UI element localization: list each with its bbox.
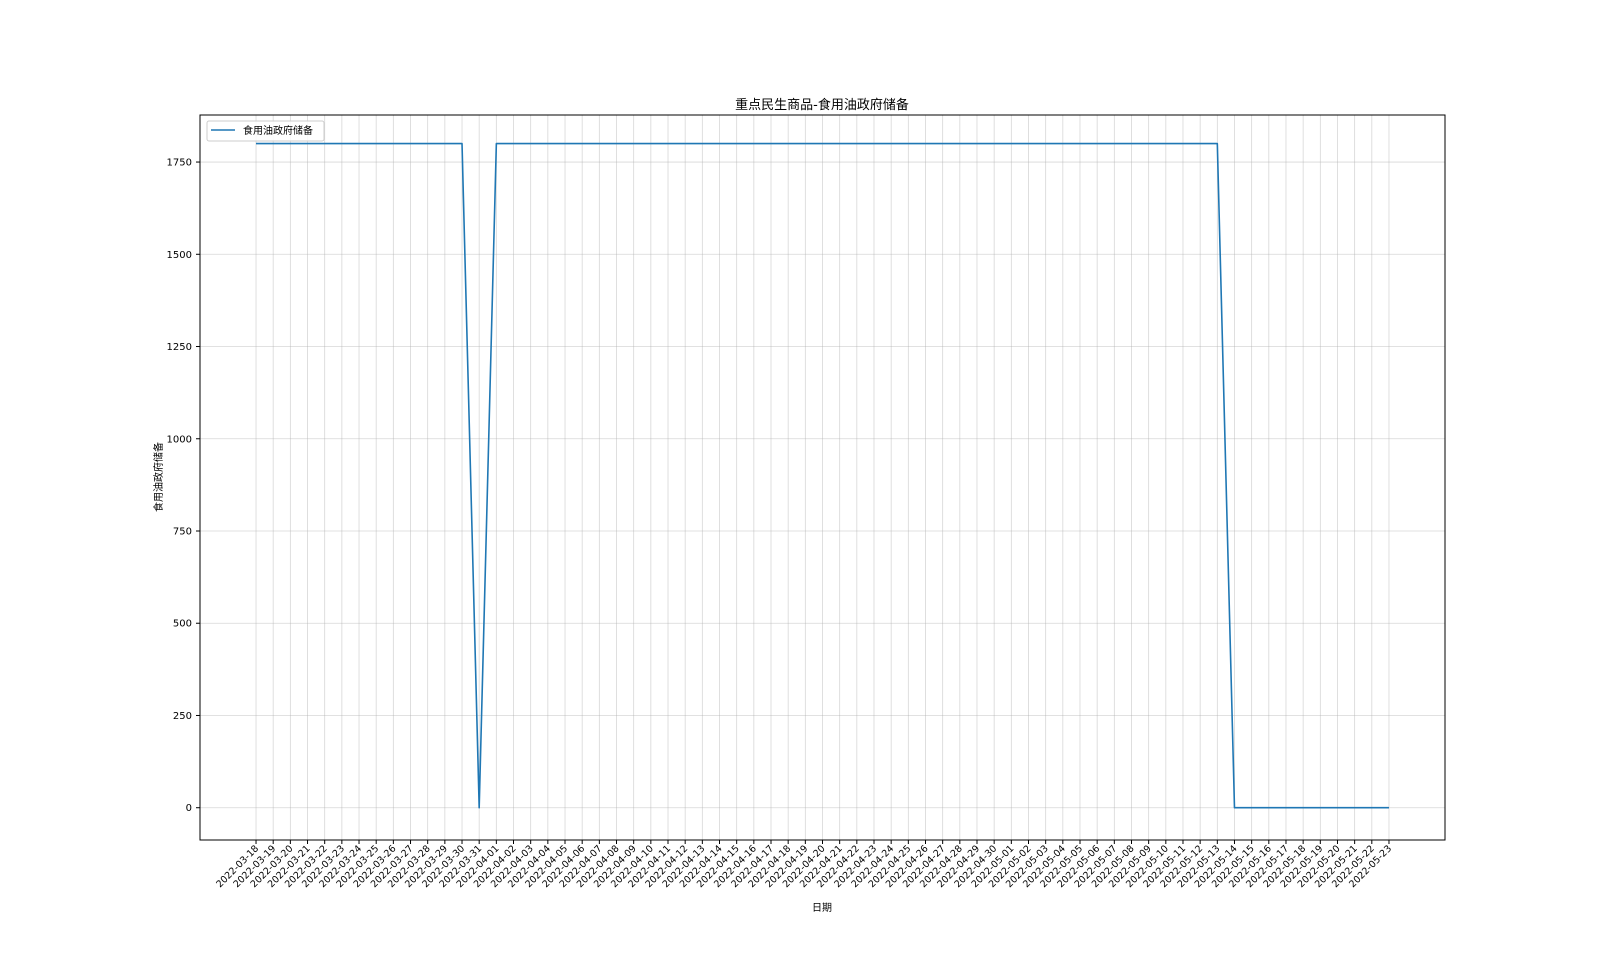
legend: 食用油政府储备 xyxy=(206,120,325,142)
series-line xyxy=(256,142,1389,809)
y-tick-label: 1750 xyxy=(167,158,192,169)
y-axis: 0 250 500 750 1000 1250 1500 1750 xyxy=(167,158,200,814)
chart-title: 重点民生商品-食用油政府储备 xyxy=(735,97,909,113)
legend-label: 食用油政府储备 xyxy=(243,124,313,137)
y-tick-label: 750 xyxy=(173,526,192,537)
y-tick-label: 1500 xyxy=(167,250,192,261)
x-axis-label: 日期 xyxy=(812,902,832,914)
legend-box xyxy=(206,120,325,142)
y-axis-label: 食用油政府储备 xyxy=(152,442,165,512)
series-layer xyxy=(256,142,1389,809)
y-tick-label: 250 xyxy=(173,711,192,722)
y-tick-label: 0 xyxy=(186,803,192,814)
grid-layer xyxy=(200,115,1445,840)
y-tick-label: 1000 xyxy=(167,434,192,445)
y-tick-label: 500 xyxy=(173,619,192,630)
x-axis: 2022-03-182022-03-192022-03-202022-03-21… xyxy=(214,840,1394,890)
y-tick-label: 1250 xyxy=(167,342,192,353)
